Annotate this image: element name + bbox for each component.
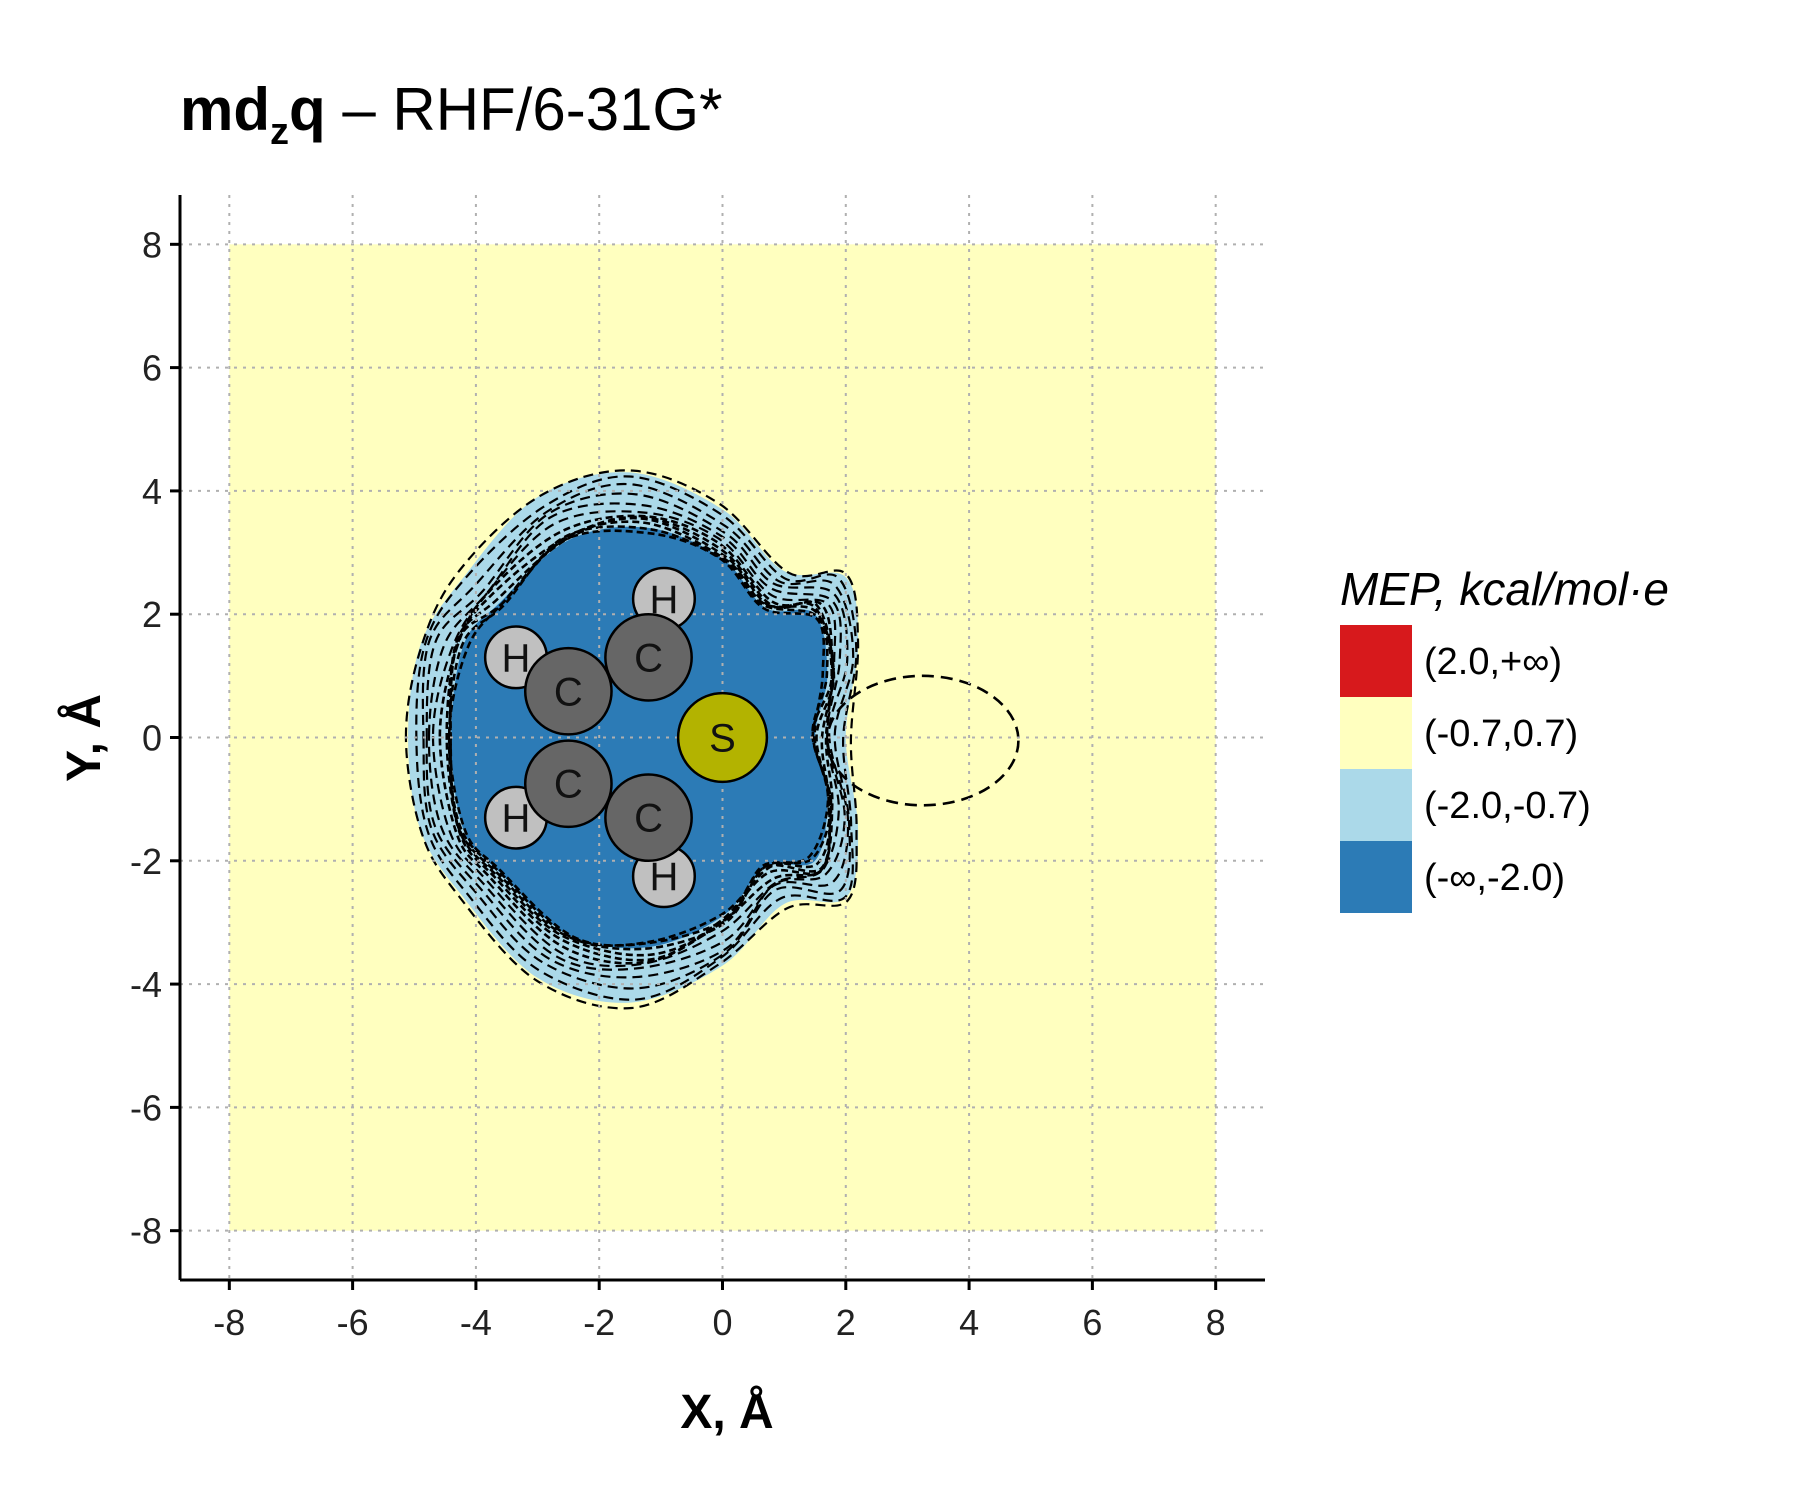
y-tick-label-6: 4 [142, 471, 162, 512]
y-tick-label-8: 8 [142, 224, 162, 265]
atom-s-0 [676, 691, 769, 784]
atom-label-4: C [634, 797, 663, 841]
x-tick-label-8: 8 [1206, 1302, 1226, 1343]
legend-title: MEP, kcal/mol·e [1340, 563, 1669, 615]
x-tick-label-3: -2 [583, 1302, 615, 1343]
atom-label-6: H [502, 636, 531, 680]
legend-items: (2.0,+∞) (-0.7,0.7) (-2.0,-0.7) (-∞,-2.0) [1340, 625, 1591, 913]
y-tick-label-5: 2 [142, 594, 162, 635]
y-tick-label-2: -4 [130, 964, 162, 1005]
contour-lines [404, 469, 1020, 1010]
contour-line-10 [447, 525, 833, 947]
x-tick-label-2: -4 [460, 1302, 492, 1343]
contour-line-11 [447, 529, 830, 947]
chart-title: mdzq – RHF/6-31G* [180, 76, 722, 153]
chart-title-subscript: z [270, 111, 289, 153]
contour-loop [826, 674, 1020, 807]
atom-label-3: C [554, 763, 583, 807]
atom-label-0: S [709, 717, 736, 761]
y-tick-label-3: -2 [130, 841, 162, 882]
x-tick-label-5: 2 [836, 1302, 856, 1343]
grid-lines [180, 195, 1265, 1280]
x-tick-label-1: -6 [337, 1302, 369, 1343]
y-tick-label-4: 0 [142, 718, 162, 759]
x-axis-ticks: -8 -6 -4 -2 0 2 4 6 8 [213, 1280, 1226, 1343]
y-axis-ticks: -8 -6 -4 -2 0 2 4 6 8 [130, 224, 180, 1252]
atom-label-2: C [554, 670, 583, 714]
x-tick-label-6: 4 [959, 1302, 979, 1343]
y-tick-label-7: 6 [142, 348, 162, 389]
legend-label-2: (-2.0,-0.7) [1424, 785, 1591, 827]
atom-c-4 [604, 773, 693, 863]
legend-swatch-1 [1340, 697, 1412, 769]
atom-label-7: H [502, 797, 531, 841]
contour-line-8 [448, 516, 836, 957]
legend: MEP, kcal/mol·e (2.0,+∞) (-0.7,0.7) (-2.0,… [1340, 563, 1669, 913]
atom-label-1: C [634, 636, 663, 680]
chart-title-main: md [180, 76, 270, 143]
y-tick-label-1: -6 [130, 1087, 162, 1128]
legend-label-1: (-0.7,0.7) [1424, 713, 1578, 755]
mep-regions [408, 472, 859, 1003]
atom-c-3 [523, 739, 613, 829]
contour-line-3 [425, 492, 850, 979]
y-axis-label: Y, Å [57, 694, 111, 782]
atom-c-1 [604, 612, 693, 702]
legend-swatch-0 [1340, 625, 1412, 697]
x-tick-label-4: 0 [712, 1302, 732, 1343]
x-tick-label-0: -8 [213, 1302, 245, 1343]
x-axis-label: X, Å [680, 1385, 773, 1439]
y-tick-label-0: -8 [130, 1211, 162, 1252]
legend-label-3: (-∞,-2.0) [1424, 857, 1565, 899]
legend-swatch-3 [1340, 841, 1412, 913]
chart-title-method: – RHF/6-31G* [326, 76, 723, 143]
legend-swatch-2 [1340, 769, 1412, 841]
chart-title-main-2: q [289, 76, 326, 143]
legend-label-0: (2.0,+∞) [1424, 641, 1562, 683]
atom-label-8: H [649, 855, 678, 899]
x-tick-label-7: 6 [1082, 1302, 1102, 1343]
contour-line-0 [404, 469, 860, 1010]
atom-c-2 [523, 646, 613, 736]
contour-line-2 [421, 482, 855, 990]
contour-line-1 [415, 475, 858, 1001]
